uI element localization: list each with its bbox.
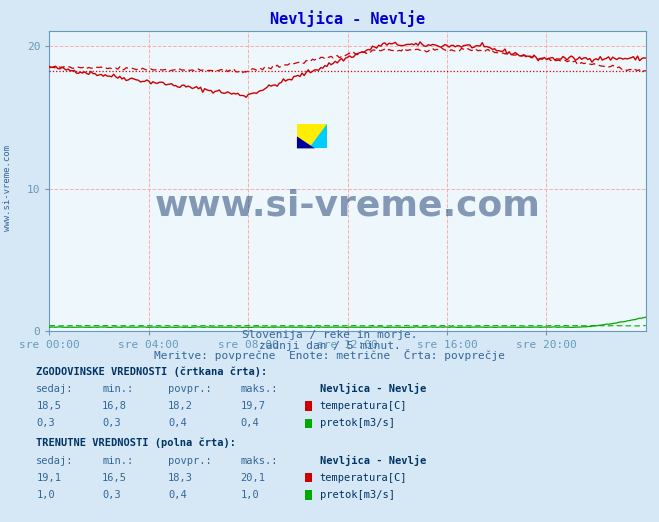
- Text: 18,3: 18,3: [168, 473, 193, 483]
- Text: pretok[m3/s]: pretok[m3/s]: [320, 419, 395, 429]
- Text: povpr.:: povpr.:: [168, 456, 212, 466]
- Text: sedaj:: sedaj:: [36, 456, 74, 466]
- Text: zadnji dan / 5 minut.: zadnji dan / 5 minut.: [258, 341, 401, 351]
- Text: 19,7: 19,7: [241, 401, 266, 411]
- Text: 20,1: 20,1: [241, 473, 266, 483]
- Text: temperatura[C]: temperatura[C]: [320, 401, 407, 411]
- Text: Nevljica - Nevlje: Nevljica - Nevlje: [320, 383, 426, 394]
- Text: 0,3: 0,3: [36, 419, 55, 429]
- Title: Nevljica - Nevlje: Nevljica - Nevlje: [270, 10, 425, 27]
- Text: temperatura[C]: temperatura[C]: [320, 473, 407, 483]
- Polygon shape: [297, 124, 327, 148]
- Text: 1,0: 1,0: [241, 490, 259, 500]
- Text: maks.:: maks.:: [241, 384, 278, 394]
- Polygon shape: [297, 136, 315, 148]
- Text: pretok[m3/s]: pretok[m3/s]: [320, 490, 395, 500]
- Text: www.si-vreme.com: www.si-vreme.com: [155, 188, 540, 222]
- Text: povpr.:: povpr.:: [168, 384, 212, 394]
- Text: 0,3: 0,3: [102, 490, 121, 500]
- Text: sedaj:: sedaj:: [36, 384, 74, 394]
- Text: Slovenija / reke in morje.: Slovenija / reke in morje.: [242, 330, 417, 340]
- Text: 16,5: 16,5: [102, 473, 127, 483]
- Text: 16,8: 16,8: [102, 401, 127, 411]
- Text: 0,4: 0,4: [241, 419, 259, 429]
- Text: 0,4: 0,4: [168, 490, 186, 500]
- Text: 19,1: 19,1: [36, 473, 61, 483]
- Text: 18,5: 18,5: [36, 401, 61, 411]
- Text: 0,3: 0,3: [102, 419, 121, 429]
- Text: 0,4: 0,4: [168, 419, 186, 429]
- Text: 18,2: 18,2: [168, 401, 193, 411]
- Text: www.si-vreme.com: www.si-vreme.com: [3, 145, 13, 231]
- Text: 1,0: 1,0: [36, 490, 55, 500]
- Text: min.:: min.:: [102, 384, 133, 394]
- Text: TRENUTNE VREDNOSTI (polna črta):: TRENUTNE VREDNOSTI (polna črta):: [36, 438, 236, 448]
- Polygon shape: [309, 124, 327, 148]
- Text: maks.:: maks.:: [241, 456, 278, 466]
- Text: ZGODOVINSKE VREDNOSTI (črtkana črta):: ZGODOVINSKE VREDNOSTI (črtkana črta):: [36, 366, 268, 377]
- Text: Nevljica - Nevlje: Nevljica - Nevlje: [320, 455, 426, 466]
- Text: min.:: min.:: [102, 456, 133, 466]
- Text: Meritve: povprečne  Enote: metrične  Črta: povprečje: Meritve: povprečne Enote: metrične Črta:…: [154, 349, 505, 361]
- Bar: [49, 188, 646, 331]
- Bar: [49, 45, 646, 188]
